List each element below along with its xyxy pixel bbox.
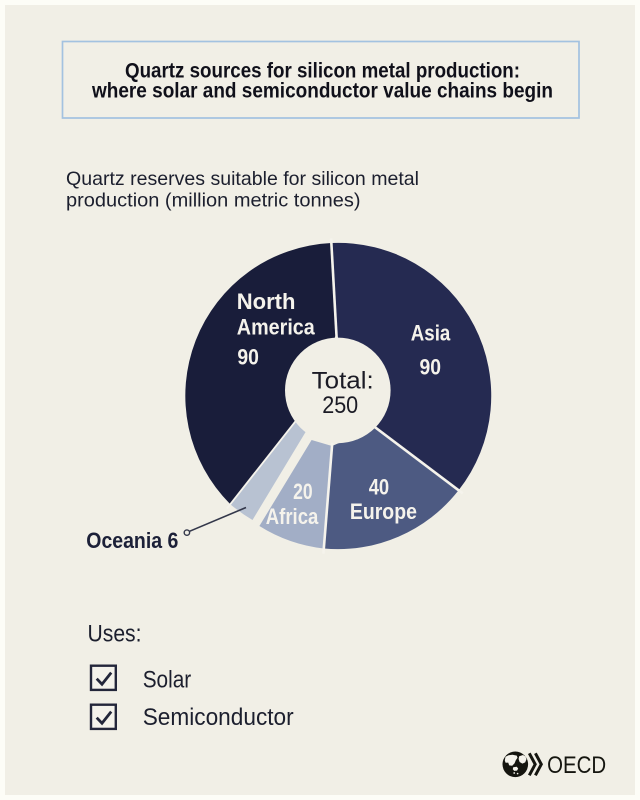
svg-text:Asia: Asia — [411, 321, 451, 346]
svg-text:20: 20 — [293, 479, 313, 504]
svg-text:Europe: Europe — [350, 499, 417, 524]
svg-text:Total:: Total: — [312, 367, 374, 394]
svg-text:90: 90 — [237, 345, 259, 370]
svg-text:production (million metric ton: production (million metric tonnes) — [66, 190, 361, 212]
svg-text:Oceania 6: Oceania 6 — [86, 528, 178, 553]
svg-text:Solar: Solar — [143, 666, 192, 693]
svg-text:90: 90 — [420, 355, 442, 380]
svg-text:Quartz sources for silicon met: Quartz sources for silicon metal product… — [125, 59, 520, 82]
svg-text:40: 40 — [369, 474, 390, 499]
svg-text:North: North — [237, 289, 296, 314]
svg-text:250: 250 — [322, 392, 358, 419]
svg-text:Semiconductor: Semiconductor — [143, 704, 294, 731]
svg-text:Uses:: Uses: — [88, 621, 142, 648]
svg-text:America: America — [237, 315, 316, 340]
svg-text:where solar and semiconductor: where solar and semiconductor value chai… — [91, 80, 553, 103]
svg-text:Quartz reserves suitable for s: Quartz reserves suitable for silicon met… — [66, 168, 419, 190]
svg-text:OECD: OECD — [547, 752, 606, 779]
svg-text:Africa: Africa — [266, 504, 319, 529]
